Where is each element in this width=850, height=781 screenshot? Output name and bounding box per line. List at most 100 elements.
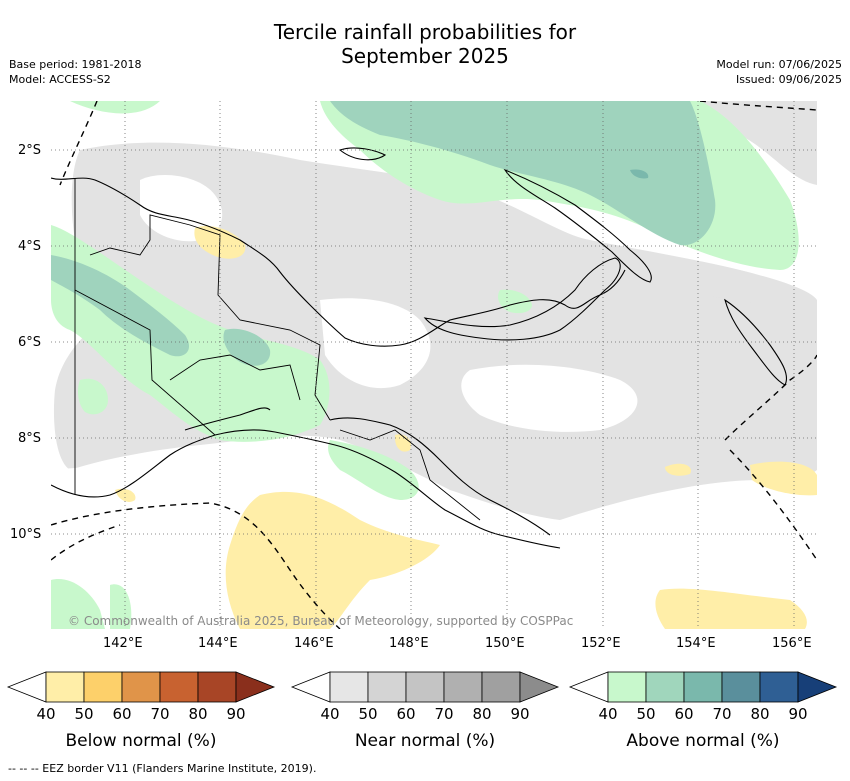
colorbar-tick: 60 bbox=[396, 705, 416, 723]
new-ireland-coast bbox=[503, 168, 652, 283]
lon-tick-label: 156°E bbox=[772, 636, 812, 651]
colorbar-below-normal bbox=[6, 671, 276, 703]
lon-tick-label: 154°E bbox=[676, 636, 716, 651]
lat-tick-label: 8°S bbox=[18, 431, 42, 446]
meta-right: Model run: 07/06/2025 Issued: 09/06/2025 bbox=[716, 57, 842, 87]
manus-island-coast bbox=[338, 147, 387, 161]
colorbar-tick: 80 bbox=[472, 705, 492, 723]
lon-tick-label: 146°E bbox=[294, 636, 334, 651]
colorbar-extend-high bbox=[519, 671, 560, 703]
colorbar-tick: 70 bbox=[150, 705, 170, 723]
colorbar-segment bbox=[159, 671, 199, 703]
new-guinea-south-coast bbox=[51, 429, 561, 549]
chart-title: Tercile rainfall probabilities for Septe… bbox=[273, 20, 577, 68]
colorbar-segment bbox=[83, 671, 123, 703]
colorbars bbox=[6, 671, 838, 703]
lat-tick-label: 4°S bbox=[18, 239, 42, 254]
lon-tick-label: 144°E bbox=[198, 636, 238, 651]
model-text: Model: ACCESS-S2 bbox=[9, 73, 111, 86]
colorbar-label-above: Above normal (%) bbox=[626, 731, 780, 751]
colorbar-segment bbox=[759, 671, 799, 703]
grid-lines bbox=[51, 101, 817, 629]
eez-border-line bbox=[724, 354, 817, 441]
fly-river-delta-coast bbox=[184, 407, 271, 431]
colorbar-above-normal bbox=[568, 671, 838, 703]
borders bbox=[74, 178, 481, 521]
below-normal-region bbox=[750, 461, 817, 496]
colorbar-tick: 40 bbox=[320, 705, 340, 723]
provincial-border bbox=[74, 289, 216, 436]
meta-left: Base period: 1981-2018 Model: ACCESS-S2 bbox=[9, 57, 141, 87]
colorbar-extend-high bbox=[797, 671, 838, 703]
colorbar-tick: 90 bbox=[226, 705, 246, 723]
colorbar-near-normal bbox=[290, 671, 560, 703]
lat-tick-label: 2°S bbox=[18, 143, 42, 158]
eez-border-line bbox=[51, 502, 341, 629]
above-normal-region bbox=[110, 584, 132, 629]
colorbar-tick: 90 bbox=[788, 705, 808, 723]
colorbar-extend-low bbox=[568, 671, 609, 703]
below-normal-region bbox=[394, 434, 411, 452]
colorbar-extend-high bbox=[235, 671, 276, 703]
coastlines bbox=[51, 147, 788, 549]
lat-tick-label: 10°S bbox=[10, 527, 42, 542]
colorbar-segment bbox=[645, 671, 685, 703]
colorbar-segment bbox=[329, 671, 369, 703]
colorbar-tick: 60 bbox=[112, 705, 132, 723]
above-normal-strong-region bbox=[51, 255, 190, 357]
papuan-peninsula-coast bbox=[329, 417, 551, 536]
near-normal-region bbox=[660, 296, 817, 420]
provincial-border bbox=[339, 429, 481, 521]
no-dominant-region bbox=[140, 175, 223, 242]
colorbar-tick: 70 bbox=[712, 705, 732, 723]
colorbar-segment bbox=[683, 671, 723, 703]
colorbar-tick: 80 bbox=[188, 705, 208, 723]
colorbar-extend-low bbox=[290, 671, 331, 703]
above-normal-region bbox=[77, 378, 108, 415]
no-dominant-region bbox=[320, 298, 431, 389]
below-normal-region bbox=[665, 463, 691, 476]
eez-border-line bbox=[729, 449, 817, 561]
above-normal-region bbox=[498, 289, 532, 314]
below-normal-region bbox=[115, 488, 136, 502]
colorbar-segment bbox=[405, 671, 445, 703]
provincial-border bbox=[89, 214, 331, 421]
colorbar-tick: 40 bbox=[598, 705, 618, 723]
issued-text: Issued: 09/06/2025 bbox=[735, 73, 842, 86]
colorbar-tick: 40 bbox=[36, 705, 56, 723]
colorbar-segment bbox=[443, 671, 483, 703]
above-normal-strong-region bbox=[630, 169, 649, 179]
colorbar-tick: 50 bbox=[358, 705, 378, 723]
lon-tick-label: 142°E bbox=[103, 636, 143, 651]
colorbar-tick: 50 bbox=[636, 705, 656, 723]
lon-tick-label: 148°E bbox=[389, 636, 429, 651]
colorbar-segment bbox=[121, 671, 161, 703]
colorbar-tick: 80 bbox=[750, 705, 770, 723]
colorbar-segment bbox=[721, 671, 761, 703]
map-area bbox=[51, 101, 817, 629]
provincial-border bbox=[169, 354, 301, 401]
below-normal-region bbox=[655, 588, 807, 629]
colorbar-tick: 90 bbox=[510, 705, 530, 723]
above-normal-strong-region bbox=[223, 328, 271, 366]
base-period-text: Base period: 1981-2018 bbox=[9, 58, 142, 71]
eez-footnote: -- -- -- EEZ border V11 (Flanders Marine… bbox=[8, 762, 317, 775]
above-normal-region bbox=[51, 579, 105, 629]
above-normal-region bbox=[328, 440, 419, 500]
colorbar-extend-low bbox=[6, 671, 47, 703]
above-normal-region bbox=[51, 225, 330, 442]
colorbar-label-below: Below normal (%) bbox=[65, 731, 217, 751]
eez-border-line bbox=[699, 101, 817, 111]
new-britain-coast bbox=[423, 257, 621, 341]
above-normal-region bbox=[51, 101, 160, 114]
lon-tick-label: 150°E bbox=[485, 636, 525, 651]
above-normal-strong-region bbox=[330, 101, 716, 246]
colorbar-segment bbox=[367, 671, 407, 703]
colorbar-tick: 50 bbox=[74, 705, 94, 723]
colorbar-segment bbox=[481, 671, 521, 703]
no-dominant-region bbox=[461, 364, 638, 432]
eez-border-line bbox=[51, 524, 121, 561]
no-dominant-region bbox=[560, 480, 817, 629]
colorbar-tick: 70 bbox=[434, 705, 454, 723]
